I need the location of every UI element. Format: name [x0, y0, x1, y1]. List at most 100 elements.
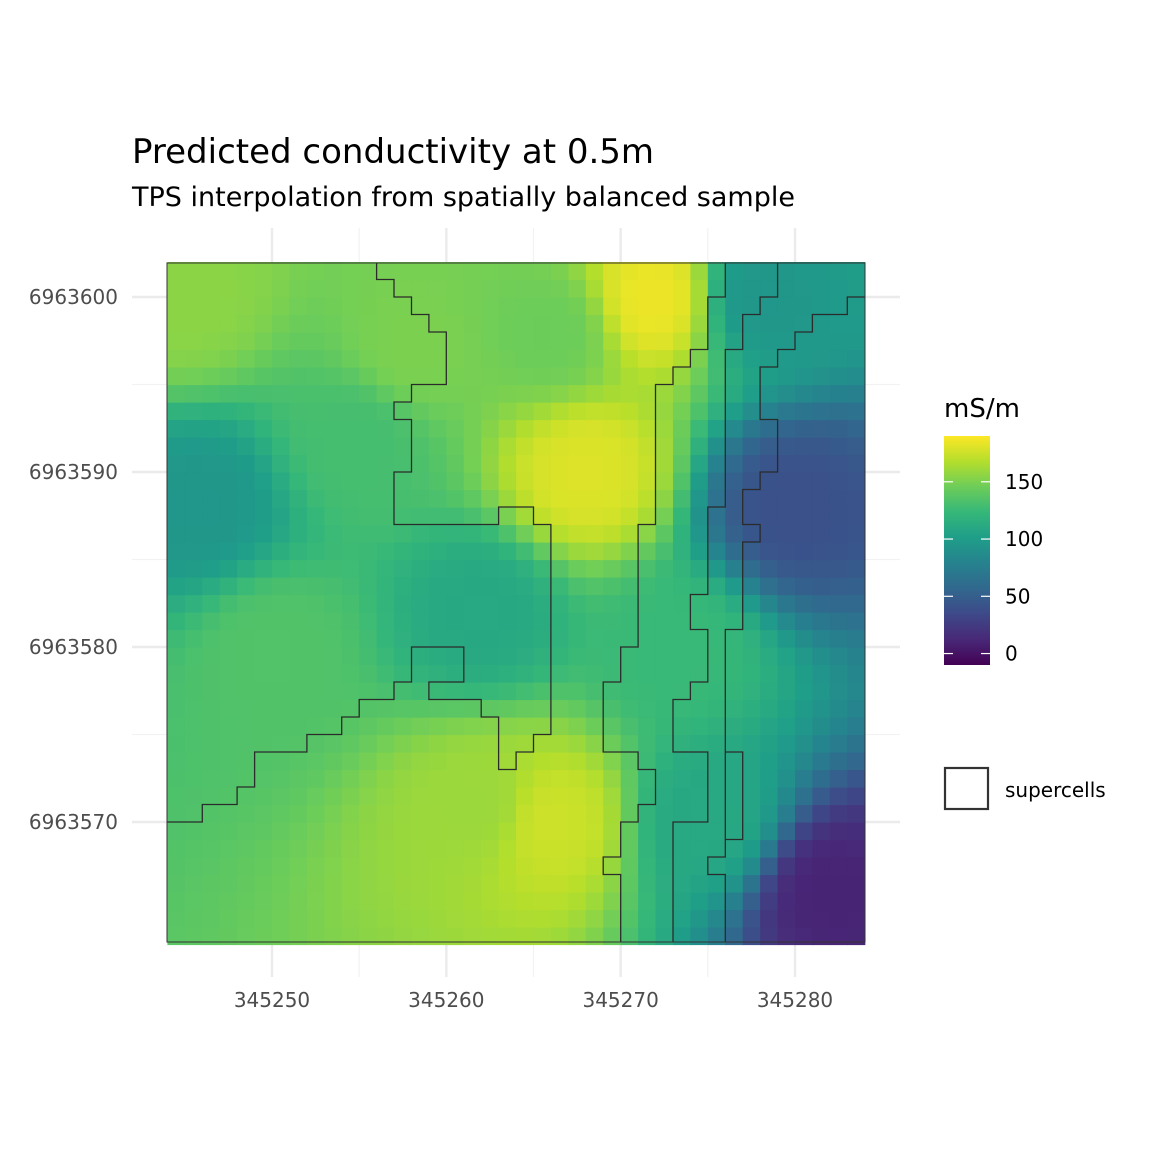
heatmap-cell: [463, 909, 482, 928]
heatmap-cell: [742, 384, 761, 403]
heatmap-cell: [655, 262, 674, 281]
heatmap-cell: [760, 769, 779, 788]
heatmap-cell: [550, 629, 569, 648]
heatmap-cell: [202, 297, 221, 316]
heatmap-cell: [550, 507, 569, 526]
heatmap-cell: [533, 734, 552, 753]
heatmap-cell: [725, 559, 744, 578]
heatmap-cell: [690, 437, 709, 456]
heatmap-cell: [620, 577, 639, 596]
heatmap-cell: [463, 927, 482, 946]
heatmap-cell: [550, 489, 569, 508]
heatmap-cell: [411, 909, 430, 928]
heatmap-cell: [184, 437, 203, 456]
heatmap-cell: [672, 349, 691, 368]
heatmap-cell: [359, 367, 378, 386]
heatmap-cell: [254, 332, 273, 351]
heatmap-cell: [725, 699, 744, 718]
heatmap-cell: [394, 507, 413, 526]
heatmap-cell: [254, 384, 273, 403]
heatmap-cell: [795, 734, 814, 753]
heatmap-cell: [725, 629, 744, 648]
heatmap-cell: [795, 787, 814, 806]
heatmap-cell: [481, 472, 500, 491]
heatmap-cell: [672, 262, 691, 281]
heatmap-cell: [272, 857, 291, 876]
heatmap-cell: [341, 367, 360, 386]
heatmap-cell: [655, 822, 674, 841]
heatmap-cell: [795, 472, 814, 491]
heatmap-cell: [237, 857, 256, 876]
heatmap-cell: [202, 647, 221, 666]
heatmap-cell: [167, 909, 186, 928]
x-tick-label: 345280: [757, 988, 833, 1012]
heatmap-cell: [690, 909, 709, 928]
heatmap-cell: [272, 647, 291, 666]
heatmap-cell: [777, 542, 796, 561]
heatmap-cell: [394, 279, 413, 298]
heatmap-cell: [428, 769, 447, 788]
heatmap-cell: [359, 787, 378, 806]
heatmap-cell: [184, 787, 203, 806]
heatmap-cell: [638, 419, 657, 438]
heatmap-cell: [847, 454, 866, 473]
heatmap-cell: [411, 384, 430, 403]
heatmap-cell: [341, 297, 360, 316]
heatmap-cell: [742, 647, 761, 666]
heatmap-cell: [394, 734, 413, 753]
heatmap-cell: [742, 857, 761, 876]
heatmap-cell: [638, 752, 657, 771]
heatmap-cell: [603, 384, 622, 403]
heatmap-cell: [324, 699, 343, 718]
heatmap-cell: [481, 437, 500, 456]
heatmap-cell: [812, 489, 831, 508]
heatmap-cell: [237, 909, 256, 928]
heatmap-cell: [446, 402, 465, 421]
heatmap-cell: [585, 647, 604, 666]
heatmap-cell: [847, 612, 866, 631]
heatmap-cell: [237, 262, 256, 281]
heatmap-cell: [812, 769, 831, 788]
heatmap-cell: [376, 542, 395, 561]
heatmap-cell: [655, 717, 674, 736]
heatmap-cell: [725, 839, 744, 858]
heatmap-cell: [655, 927, 674, 946]
heatmap-cell: [829, 332, 848, 351]
heatmap-cell: [167, 822, 186, 841]
heatmap-cell: [777, 927, 796, 946]
heatmap-cell: [306, 542, 325, 561]
heatmap-cell: [568, 437, 587, 456]
heatmap-cell: [777, 262, 796, 281]
heatmap-cell: [638, 437, 657, 456]
heatmap-cell: [742, 367, 761, 386]
heatmap-cell: [742, 699, 761, 718]
heatmap-cell: [167, 717, 186, 736]
heatmap-cell: [202, 507, 221, 526]
heatmap-cell: [167, 892, 186, 911]
heatmap-cell: [481, 857, 500, 876]
heatmap-cell: [620, 822, 639, 841]
heatmap-cell: [533, 629, 552, 648]
heatmap-cell: [237, 927, 256, 946]
heatmap-cell: [324, 682, 343, 701]
heatmap-cell: [411, 699, 430, 718]
heatmap-cell: [463, 874, 482, 893]
heatmap-cell: [359, 699, 378, 718]
heatmap-cell: [760, 787, 779, 806]
heatmap-cell: [812, 367, 831, 386]
heatmap-cell: [620, 507, 639, 526]
heatmap-cell: [446, 769, 465, 788]
heatmap-cell: [254, 472, 273, 491]
heatmap-cell: [550, 874, 569, 893]
heatmap-cell: [272, 822, 291, 841]
heatmap-cell: [324, 664, 343, 683]
heatmap-cell: [638, 734, 657, 753]
heatmap-cell: [167, 314, 186, 333]
heatmap-cell: [655, 489, 674, 508]
heatmap-cell: [272, 787, 291, 806]
heatmap-cell: [638, 489, 657, 508]
heatmap-cell: [707, 384, 726, 403]
heatmap-cell: [306, 892, 325, 911]
heatmap-cell: [655, 612, 674, 631]
y-tick-label: 6963580: [29, 635, 118, 659]
